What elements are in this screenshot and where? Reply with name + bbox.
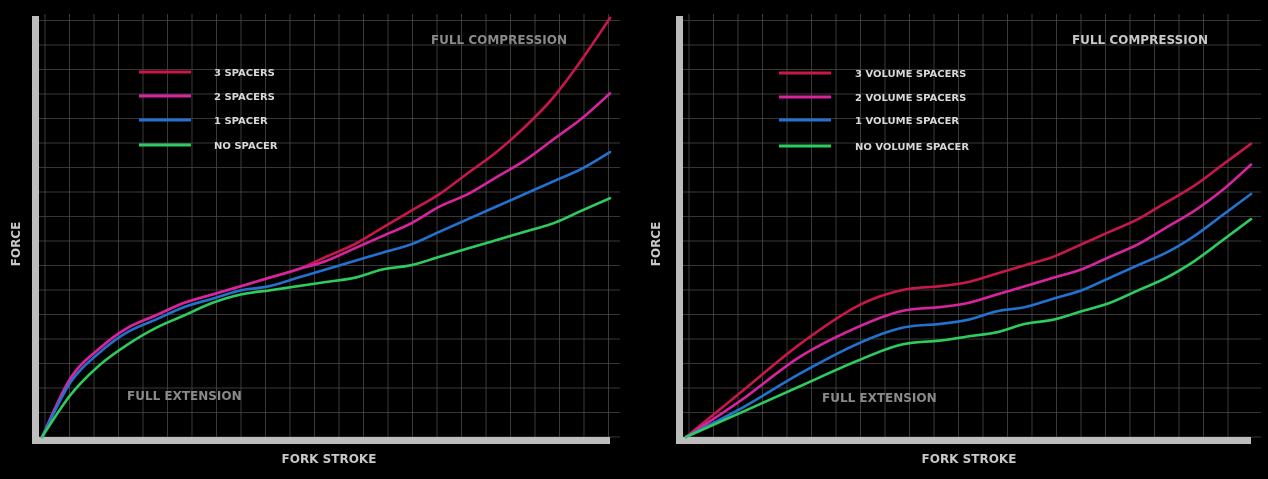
annotation-full-extension: FULL EXTENSION: [822, 391, 937, 405]
legend-label-2: 2 SPACERS: [214, 92, 275, 103]
x-axis: [32, 437, 610, 444]
series-line-2: [684, 163, 1253, 439]
annotation-full-extension: FULL EXTENSION: [127, 389, 242, 403]
chart-2: 3 VOLUME SPACERS 2 VOLUME SPACERS 1 VOLUME…: [649, 14, 1261, 466]
legend-label-3: 1 SPACER: [214, 116, 268, 127]
series-line-4: [684, 217, 1253, 439]
y-axis: [676, 16, 683, 444]
x-axis-label: FORK STROKE: [922, 452, 1017, 466]
series-line-1: [684, 142, 1253, 439]
y-axis-label: FORCE: [649, 222, 663, 267]
y-axis: [32, 16, 39, 444]
series-line-3: [40, 150, 612, 439]
x-axis: [676, 437, 1251, 444]
chart-1: 3 SPACERS 2 SPACERS 1 SPACER NO SPACER FORK …: [9, 14, 620, 466]
y-axis-label: FORCE: [9, 222, 23, 267]
series-line-1: [40, 16, 612, 439]
legend-label-1: 3 SPACERS: [214, 68, 275, 79]
legend-label-3: 1 VOLUME SPACER: [855, 116, 959, 127]
series-line-3: [684, 192, 1253, 439]
x-axis-label: FORK STROKE: [282, 452, 377, 466]
series-line-4: [40, 196, 612, 439]
legend-label-4: NO VOLUME SPACER: [855, 142, 969, 153]
annotation-full-compression: FULL COMPRESSION: [431, 33, 567, 47]
gridlines: [683, 14, 1261, 438]
legend-label-2: 2 VOLUME SPACERS: [855, 93, 966, 104]
annotation-full-compression: FULL COMPRESSION: [1072, 33, 1208, 47]
series-line-2: [40, 92, 612, 439]
legend-label-1: 3 VOLUME SPACERS: [855, 69, 966, 80]
legend-label-4: NO SPACER: [214, 141, 278, 152]
gridlines: [39, 14, 620, 438]
